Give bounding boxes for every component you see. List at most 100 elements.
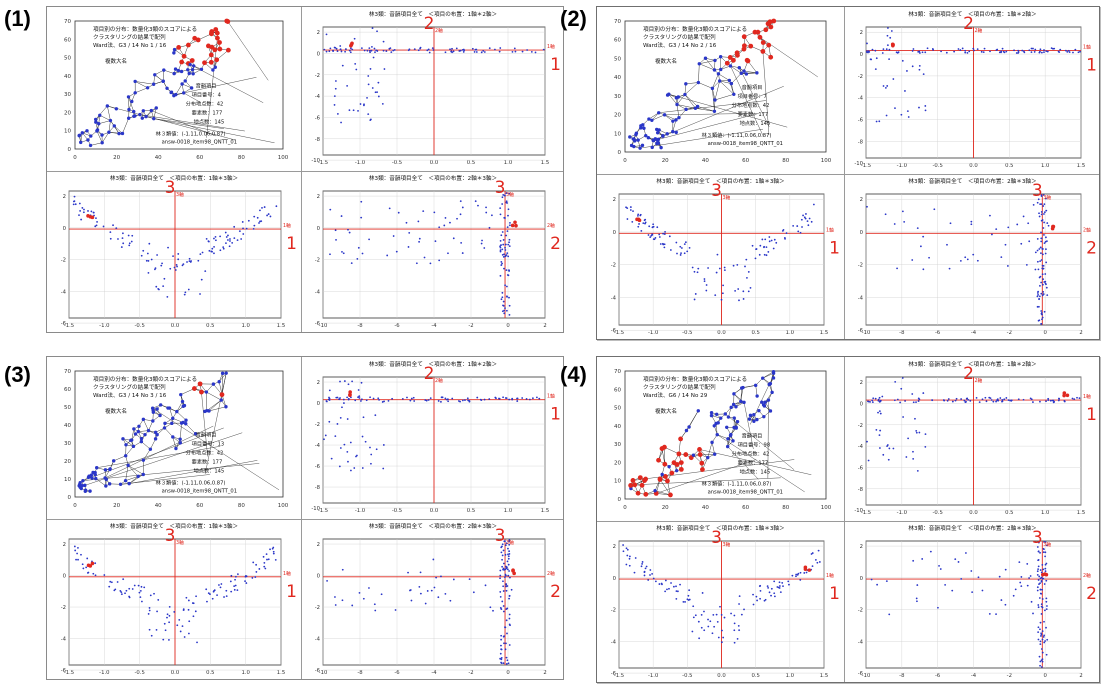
data-point — [206, 600, 208, 603]
data-point — [207, 592, 210, 595]
data-point — [763, 245, 766, 248]
map-point — [755, 71, 759, 75]
data-point — [489, 606, 492, 609]
data-point — [1040, 312, 1043, 314]
map-point — [131, 444, 136, 449]
data-point — [906, 70, 908, 72]
data-point — [676, 590, 679, 593]
data-point — [328, 389, 331, 392]
data-point — [1039, 628, 1041, 631]
tick-label-x: 1.5 — [1077, 510, 1085, 516]
data-point — [372, 56, 375, 59]
data-point — [978, 401, 981, 404]
tick-label-x: -1.5 — [614, 330, 624, 336]
data-point — [1041, 316, 1044, 319]
map-point — [145, 86, 150, 90]
data-point — [1046, 294, 1049, 297]
data-point — [885, 580, 888, 583]
data-point — [803, 572, 806, 574]
data-point — [1045, 248, 1047, 251]
data-point — [341, 250, 343, 253]
data-point — [352, 109, 355, 112]
data-point — [505, 583, 508, 586]
data-point-highlight — [86, 214, 90, 218]
data-point — [688, 589, 691, 592]
data-point — [199, 253, 202, 256]
data-point — [175, 263, 178, 266]
data-point — [255, 571, 258, 573]
data-point — [911, 259, 914, 261]
data-point — [1038, 597, 1041, 599]
data-point — [812, 203, 815, 206]
data-point — [887, 458, 890, 461]
data-point — [919, 245, 922, 248]
data-point — [74, 549, 77, 552]
scatter-12: 林3類：音韻項目全て ＜項目の布置：1軸＊2軸＞-1.5 -1.0 -0.5 0.0 0… — [311, 360, 561, 514]
data-point — [1000, 51, 1002, 54]
tick-label-x: -8 — [357, 670, 363, 676]
data-point — [418, 240, 420, 243]
data-point — [878, 410, 881, 412]
data-point — [405, 221, 408, 224]
data-point — [1043, 541, 1046, 543]
data-point — [650, 234, 653, 237]
data-point — [1039, 621, 1042, 624]
data-point — [759, 597, 761, 600]
map-point — [728, 64, 733, 68]
data-point — [430, 589, 433, 592]
panel-divider-h — [597, 521, 1099, 522]
map-point — [674, 468, 679, 473]
data-point — [723, 266, 726, 269]
tick-label-x: -1.0 — [648, 673, 659, 679]
map-point — [163, 421, 167, 426]
tick-label-x: 0.0 — [430, 508, 439, 514]
data-point — [488, 398, 491, 400]
data-point — [640, 229, 643, 232]
data-point — [443, 224, 446, 227]
map-point — [179, 421, 184, 425]
data-point — [931, 399, 933, 401]
data-point — [1023, 51, 1026, 54]
data-point — [697, 267, 700, 270]
data-point — [691, 630, 694, 633]
data-point — [670, 582, 672, 584]
tick-label-x: -6 — [394, 323, 400, 329]
data-point — [374, 51, 376, 54]
data-point — [334, 604, 337, 606]
data-point — [797, 230, 800, 233]
data-point — [896, 52, 899, 54]
map-tick-y: 0 — [618, 150, 622, 156]
data-point — [481, 239, 483, 242]
data-point — [347, 383, 350, 386]
data-point — [413, 400, 416, 402]
data-point — [648, 225, 651, 228]
data-point — [505, 309, 508, 312]
data-point — [370, 49, 373, 52]
data-point — [969, 400, 972, 402]
tick-label-x: 2 — [543, 670, 546, 676]
data-point — [330, 457, 333, 460]
data-point — [172, 255, 174, 258]
map-point — [732, 92, 736, 96]
info-score: 林３類値：(-1.11,0.06,0.87) — [156, 479, 226, 487]
data-point — [1039, 582, 1041, 585]
data-point — [174, 269, 177, 271]
map-point-highlight — [213, 27, 219, 32]
data-point — [902, 416, 905, 418]
map-point — [719, 67, 723, 72]
data-point — [196, 641, 198, 644]
tick-label-x: 0.5 — [206, 670, 214, 676]
data-point — [800, 218, 803, 221]
data-point — [507, 208, 510, 211]
map-point-highlight — [665, 478, 670, 484]
data-point — [261, 206, 263, 209]
data-point — [466, 397, 469, 400]
map-point — [190, 67, 195, 72]
data-point — [346, 418, 349, 420]
info-heading: 音韻項目 — [742, 83, 763, 91]
data-point — [222, 246, 225, 248]
scatter-points — [625, 203, 815, 302]
data-point — [258, 222, 260, 224]
data-point — [128, 595, 131, 598]
data-point — [233, 225, 236, 228]
